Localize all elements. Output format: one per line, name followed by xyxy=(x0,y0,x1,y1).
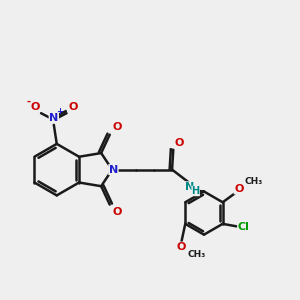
Text: O: O xyxy=(174,138,183,148)
Text: H: H xyxy=(192,186,200,196)
Text: O: O xyxy=(177,242,186,252)
Text: O: O xyxy=(30,102,40,112)
Text: N: N xyxy=(109,165,118,175)
Text: O: O xyxy=(234,184,244,194)
Text: CH₃: CH₃ xyxy=(245,177,263,186)
Text: Cl: Cl xyxy=(238,222,250,232)
Text: CH₃: CH₃ xyxy=(188,250,206,259)
Text: N: N xyxy=(184,182,194,192)
Text: O: O xyxy=(112,207,122,217)
Text: -: - xyxy=(26,96,30,106)
Text: O: O xyxy=(68,102,77,112)
Text: +: + xyxy=(56,107,63,116)
Text: N: N xyxy=(49,113,58,123)
Text: O: O xyxy=(112,122,122,132)
